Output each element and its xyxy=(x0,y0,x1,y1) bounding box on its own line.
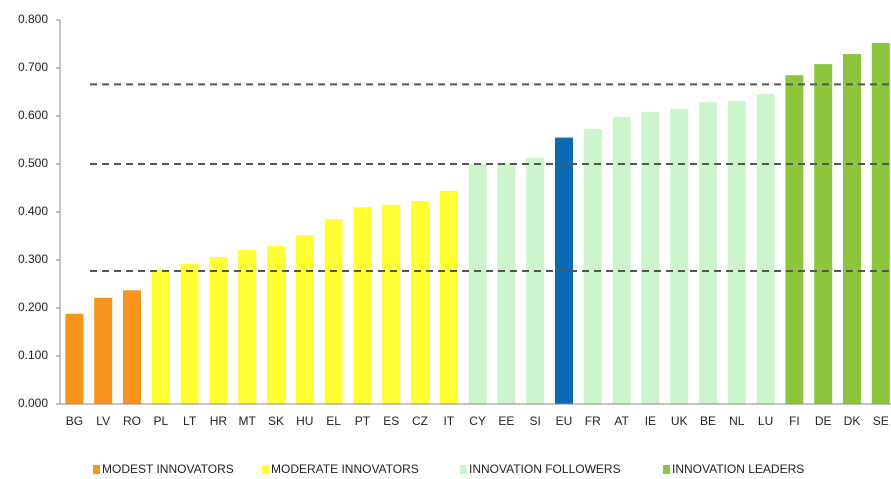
bar xyxy=(843,54,861,404)
x-tick-label: PT xyxy=(355,414,371,428)
legend-label: INNOVATION FOLLOWERS xyxy=(469,462,621,476)
x-tick-label: IE xyxy=(645,414,656,428)
legend-label: MODEST INNOVATORS xyxy=(102,462,234,476)
bar xyxy=(814,64,833,404)
bar xyxy=(411,200,429,404)
bar xyxy=(670,108,689,405)
bar xyxy=(641,112,660,404)
x-tick-label: PL xyxy=(153,414,168,428)
x-tick-label: LV xyxy=(96,414,110,428)
x-tick-label: EU xyxy=(556,414,573,428)
x-tick-label: SE xyxy=(873,414,889,428)
y-tick-label: 0.200 xyxy=(18,300,48,314)
legend-swatch xyxy=(663,465,670,474)
legend-label: MODERATE INNOVATORS xyxy=(271,462,419,476)
bar xyxy=(151,270,170,404)
bar xyxy=(497,163,516,404)
bar xyxy=(382,204,401,404)
bar xyxy=(439,190,458,404)
x-tick-label: IT xyxy=(443,414,454,428)
x-tick-label: UK xyxy=(671,414,688,428)
legend-swatch xyxy=(93,465,100,474)
bar xyxy=(65,313,84,404)
x-tick-label: DE xyxy=(815,414,832,428)
y-tick-label: 0.500 xyxy=(18,156,48,170)
x-tick-label: FI xyxy=(789,414,800,428)
x-tick-label: RO xyxy=(123,414,141,428)
x-tick-label: EE xyxy=(498,414,514,428)
x-tick-label: CY xyxy=(469,414,486,428)
x-tick-label: BE xyxy=(700,414,716,428)
bar xyxy=(94,297,113,404)
x-tick-label: FR xyxy=(585,414,601,428)
bar xyxy=(871,43,890,404)
bar xyxy=(267,246,285,404)
bar xyxy=(295,235,314,404)
bar xyxy=(727,101,746,405)
y-tick-label: 0.700 xyxy=(18,60,48,74)
bar xyxy=(785,75,804,404)
y-tick-label: 0.100 xyxy=(18,348,48,362)
x-tick-label: MT xyxy=(239,414,257,428)
x-tick-label: EL xyxy=(326,414,341,428)
x-tick-label: HU xyxy=(296,414,313,428)
bar xyxy=(612,116,631,405)
x-tick-label: SI xyxy=(530,414,541,428)
bar xyxy=(180,263,199,404)
y-tick-label: 0.800 xyxy=(18,12,48,26)
y-tick-label: 0.600 xyxy=(18,108,48,122)
bar xyxy=(123,290,141,404)
legend-label: INNOVATION LEADERS xyxy=(672,462,804,476)
x-tick-label: CZ xyxy=(412,414,428,428)
x-tick-label: AT xyxy=(614,414,629,428)
x-tick-label: LU xyxy=(758,414,773,428)
x-tick-label: NL xyxy=(729,414,745,428)
x-tick-label: LT xyxy=(183,414,197,428)
x-tick-label: DK xyxy=(844,414,861,428)
bar xyxy=(699,102,717,404)
bar xyxy=(468,164,487,404)
x-tick-label: HR xyxy=(210,414,228,428)
bar xyxy=(209,257,228,404)
bar xyxy=(353,207,372,404)
bar xyxy=(238,249,257,404)
bar xyxy=(324,219,343,404)
x-tick-label: ES xyxy=(383,414,399,428)
x-tick-label: BG xyxy=(66,414,83,428)
bar xyxy=(756,93,775,405)
x-tick-label: SK xyxy=(268,414,284,428)
y-tick-label: 0.000 xyxy=(18,396,48,410)
bar xyxy=(583,128,602,404)
legend-swatch xyxy=(460,465,467,474)
bar xyxy=(526,157,545,404)
y-tick-label: 0.400 xyxy=(18,204,48,218)
y-tick-label: 0.300 xyxy=(18,252,48,266)
legend-swatch xyxy=(262,465,269,474)
